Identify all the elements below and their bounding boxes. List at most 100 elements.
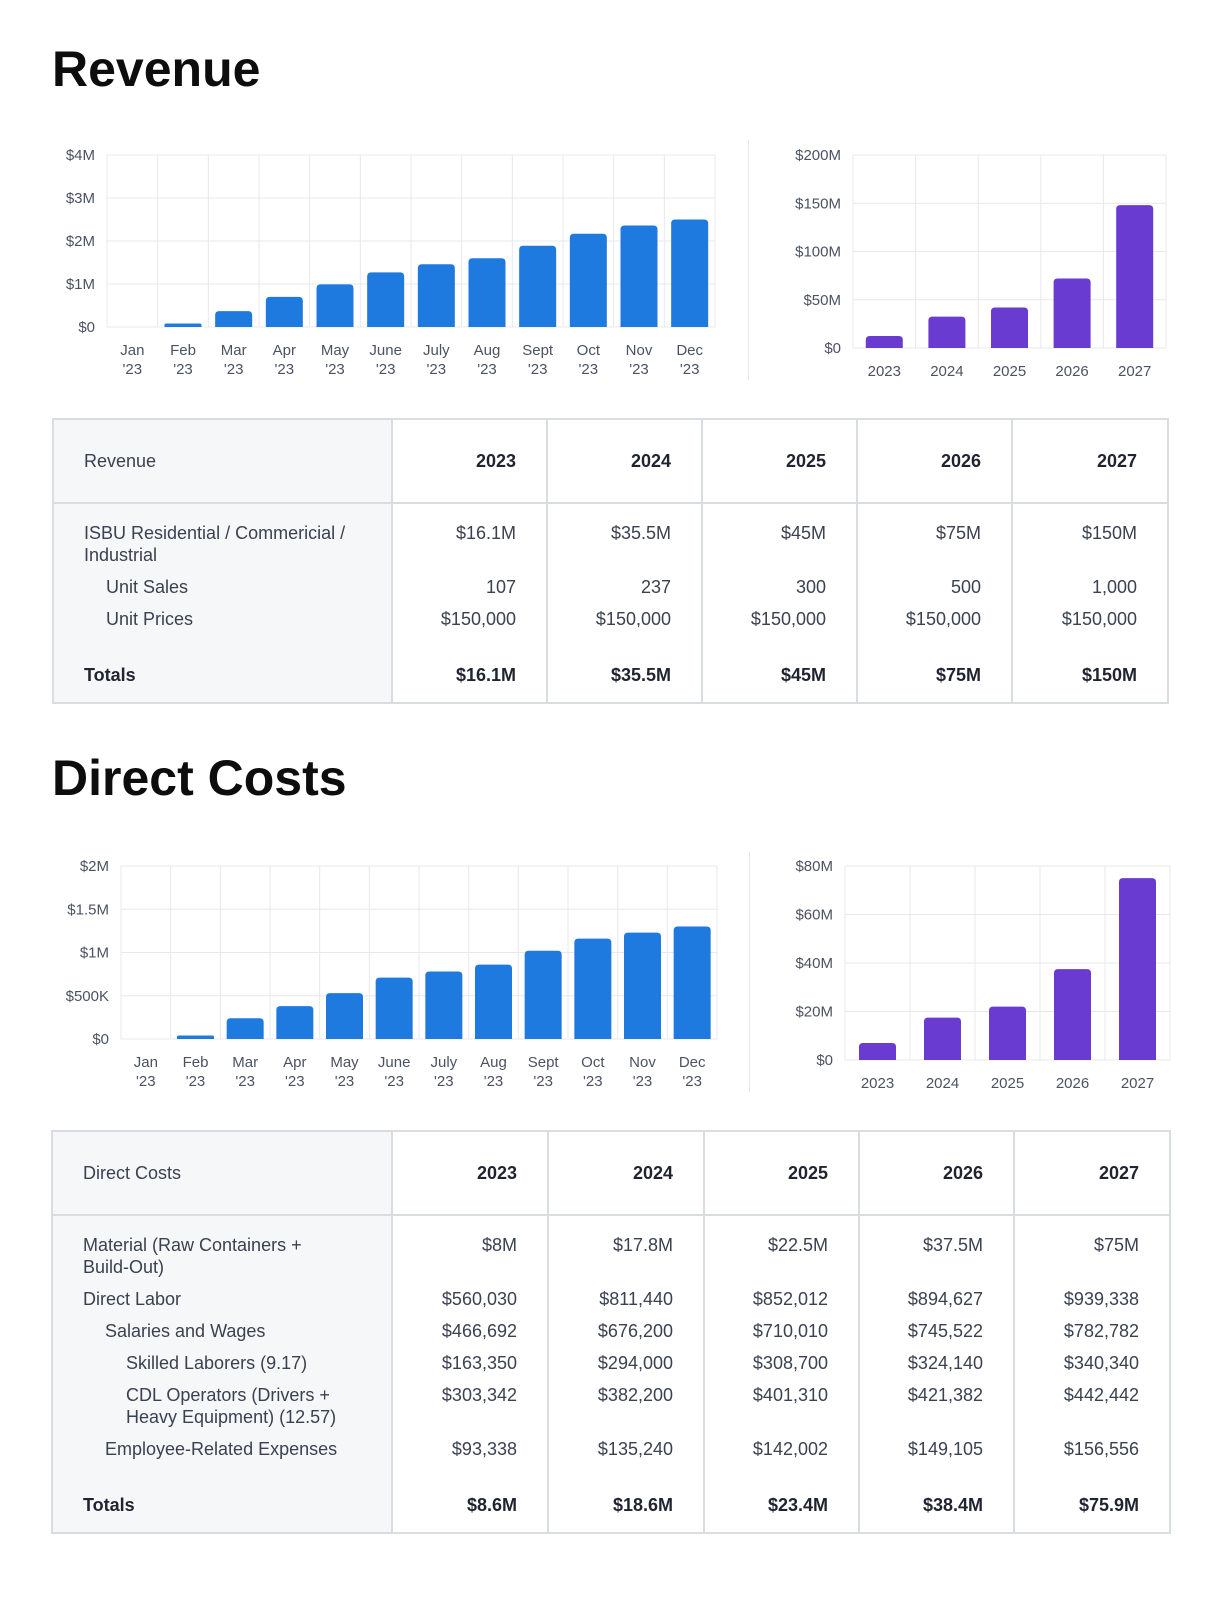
cell-value: $149,105 — [907, 1439, 983, 1459]
cell-value: $466,692 — [441, 1321, 517, 1341]
bar — [326, 993, 363, 1039]
totals-value: $23.4M — [767, 1495, 828, 1515]
revenue-table: Revenue 2023 2024 2025 2026 2027 ISBU Resident… — [52, 418, 1169, 704]
row-label: Build-Out) — [83, 1257, 165, 1277]
x-tick-label: Dec — [676, 342, 703, 359]
cell-value: $782,782 — [1063, 1321, 1139, 1341]
revenue-monthly-bar-chart: $0 $1M $2M $3M $4M Jan '23 Feb '23 Mar '23 Apr '23 Ma… — [66, 147, 716, 378]
cell-value: $324,140 — [907, 1353, 983, 1373]
y-tick-label: $0 — [92, 1031, 109, 1048]
x-tick-label: May — [330, 1054, 359, 1071]
cell-value: $150,000 — [1061, 609, 1137, 629]
x-tick-label: '23 — [477, 361, 497, 378]
cell-value: $150,000 — [905, 609, 981, 629]
cell-value: $135,240 — [597, 1439, 673, 1459]
cell-value: $142,002 — [752, 1439, 828, 1459]
cell-value: 107 — [485, 577, 516, 597]
cell-value: $894,627 — [907, 1289, 983, 1309]
x-tick-label: 2025 — [991, 1075, 1024, 1092]
x-tick-label: '23 — [629, 361, 649, 378]
cell-spacer — [1013, 544, 1167, 566]
cell-value: $852,012 — [752, 1289, 828, 1309]
direct-costs-monthly-bar-chart: $0 $500K $1M $1.5M $2M Jan '23 Feb '23 Mar '23 Apr '… — [66, 858, 718, 1090]
row-label: Material (Raw Containers + — [83, 1235, 302, 1255]
bar — [1119, 878, 1156, 1060]
x-tick-label: 2026 — [1055, 363, 1088, 380]
y-tick-label: $500K — [66, 988, 109, 1005]
chart-divider — [749, 852, 750, 1092]
cell-value: $382,200 — [597, 1385, 673, 1405]
x-tick-label: '23 — [335, 1073, 355, 1090]
totals-value: $8.6M — [466, 1495, 517, 1515]
table-header-year: 2027 — [1013, 1130, 1171, 1216]
x-tick-label: Sept — [522, 342, 554, 359]
y-tick-label: $1M — [80, 945, 109, 962]
y-tick-label: $200M — [795, 147, 841, 164]
bar — [519, 245, 557, 327]
y-tick-label: $80M — [795, 858, 833, 875]
x-tick-label: 2027 — [1121, 1075, 1154, 1092]
x-tick-label: 2027 — [1118, 363, 1151, 380]
x-tick-label: 2023 — [861, 1075, 894, 1092]
x-tick-label: 2025 — [993, 363, 1026, 380]
cell-value: $811,440 — [599, 1289, 673, 1309]
cell-value: $35.5M — [610, 523, 671, 543]
totals-value: $75.9M — [1078, 1495, 1139, 1515]
x-tick-label: July — [423, 342, 450, 359]
bar — [1054, 969, 1091, 1060]
cell-value: 500 — [950, 577, 981, 597]
x-tick-label: 2024 — [930, 363, 963, 380]
totals-value: $18.6M — [612, 1495, 673, 1515]
y-tick-label: $40M — [795, 955, 833, 972]
bar — [367, 272, 405, 327]
x-tick-label: 2024 — [926, 1075, 959, 1092]
row-label: Employee-Related Expenses — [105, 1439, 338, 1459]
chart-divider — [748, 140, 749, 380]
bar — [991, 307, 1028, 348]
cell-value: $163,350 — [441, 1353, 517, 1373]
y-tick-label: $100M — [795, 244, 841, 261]
x-tick-label: June — [378, 1054, 411, 1071]
bar — [989, 1006, 1026, 1060]
row-label: Unit Sales — [106, 577, 189, 597]
bar — [265, 296, 303, 327]
cell-spacer — [1015, 1256, 1169, 1278]
x-tick-label: Aug — [474, 342, 501, 359]
cell-spacer — [393, 1406, 547, 1428]
x-tick-label: '23 — [173, 361, 193, 378]
x-tick-label: Sept — [528, 1054, 560, 1071]
x-tick-label: '23 — [583, 1073, 603, 1090]
x-tick-label: Apr — [273, 342, 296, 359]
bar — [928, 316, 966, 348]
x-tick-label: 2026 — [1056, 1075, 1089, 1092]
x-tick-label: '23 — [376, 361, 396, 378]
y-tick-label: $50M — [803, 292, 841, 309]
x-tick-label: '23 — [484, 1073, 504, 1090]
y-tick-label: $0 — [824, 340, 841, 357]
table-header-label: Revenue — [52, 418, 393, 504]
x-tick-label: Jan — [120, 342, 144, 359]
x-tick-label: Mar — [232, 1054, 258, 1071]
x-tick-label: Dec — [679, 1054, 706, 1071]
direct-costs-title: Direct Costs — [52, 750, 347, 806]
x-tick-label: June — [369, 342, 402, 359]
cell-value: $710,010 — [752, 1321, 828, 1341]
totals-value: $16.1M — [455, 665, 516, 685]
x-tick-label: '23 — [434, 1073, 454, 1090]
cell-value: $421,382 — [907, 1385, 983, 1405]
cell-value: $401,310 — [752, 1385, 828, 1405]
x-tick-label: Oct — [577, 342, 601, 359]
cell-value: $45M — [780, 523, 826, 543]
totals-label: Totals — [84, 665, 136, 685]
x-tick-label: '23 — [682, 1073, 702, 1090]
bar — [924, 1017, 961, 1060]
cell-value: $75M — [1093, 1235, 1139, 1255]
cell-spacer — [858, 544, 1011, 566]
cell-value: 300 — [795, 577, 826, 597]
cell-spacer — [393, 544, 546, 566]
x-tick-label: '23 — [123, 361, 143, 378]
x-tick-label: Nov — [626, 342, 653, 359]
bar — [316, 284, 354, 327]
cell-spacer — [860, 1406, 1013, 1428]
cell-spacer — [548, 544, 701, 566]
